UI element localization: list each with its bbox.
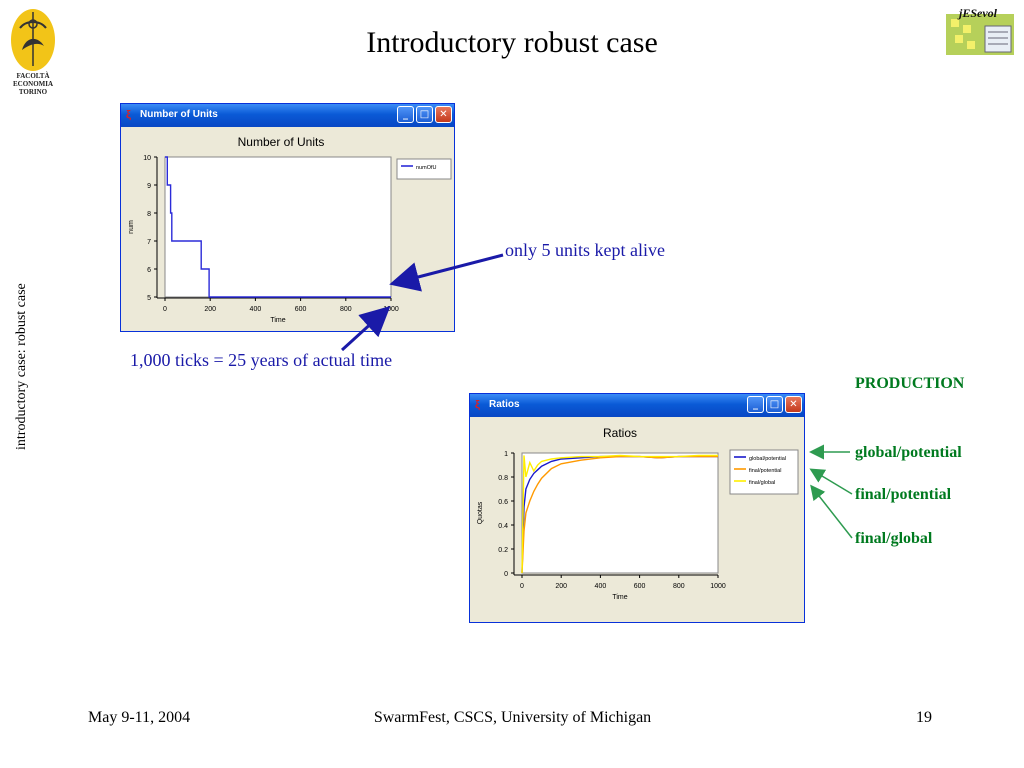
arrow-final-potential [809,468,853,495]
y-tick-label: 10 [143,155,151,162]
chart-title: Number of Units [238,135,325,149]
minimize-button[interactable]: _ [747,396,764,413]
faculty-logo: FACOLTÀ ECONOMIA TORINO [8,6,58,96]
ratios-window: ξ Ratios _ □ ✕ Ratios 0 0.2 0.4 0.6 0.8 1 0 200 4… [469,393,805,623]
app-icon: ξ [475,399,480,411]
y-axis-label: Quotas [477,501,484,524]
ratios-window-title: Ratios [489,399,520,410]
y-tick-label: 5 [147,295,151,302]
slide-title: Introductory robust case [366,26,658,59]
legend-label: final/potential [749,468,781,474]
y-tick-label: 0.4 [498,523,508,530]
x-tick-label: 200 [204,306,216,313]
y-tick-label: 1 [504,451,508,458]
ratios-chart: Ratios 0 0.2 0.4 0.6 0.8 1 0 200 400 600 800 1000 Tim… [477,426,799,601]
y-tick-label: 6 [147,267,151,274]
x-tick-label: 0 [520,583,524,590]
x-tick-label: 1000 [383,306,399,313]
annotation-production: PRODUCTION [855,375,965,392]
minimize-button[interactable]: _ [397,106,414,123]
units-window: ξ Number of Units _ □ ✕ Number of Units 5… [120,103,455,332]
close-button[interactable]: ✕ [435,106,452,123]
annotation-units-alive: only 5 units kept alive [505,240,665,260]
legend-label: final/global [749,480,775,486]
series-line-final-potential [521,455,718,574]
close-button[interactable]: ✕ [785,396,802,413]
annotation-global-potential: global/potential [855,444,962,461]
annotation-ticks: 1,000 ticks = 25 years of actual time [130,350,393,370]
y-tick-label: 0.8 [498,475,508,482]
plot-area [164,156,392,298]
maximize-button[interactable]: □ [416,106,433,123]
ratios-window-titlebar[interactable]: ξ Ratios _ □ ✕ [470,394,804,417]
y-axis-label: num [128,220,135,234]
x-tick-label: 600 [634,583,646,590]
plot-area [521,452,719,574]
units-window-titlebar[interactable]: ξ Number of Units _ □ ✕ [121,104,454,127]
x-tick-label: 1000 [710,583,726,590]
side-label: introductory case: robust case [14,283,29,450]
app-icon: ξ [126,109,131,121]
x-axis-label: Time [612,594,627,601]
x-tick-label: 0 [163,306,167,313]
footer-date: May 9-11, 2004 [88,709,191,726]
faculty-logo-text: FACOLTÀ ECONOMIA TORINO [12,72,54,96]
annotation-final-potential: final/potential [855,486,952,503]
x-tick-label: 400 [250,306,262,313]
footer-page-number: 19 [916,709,932,726]
x-tick-label: 800 [340,306,352,313]
chart-title: Ratios [603,426,637,440]
y-tick-label: 0.2 [498,547,508,554]
y-tick-label: 0.6 [498,499,508,506]
series-line-numofu [165,156,391,298]
y-tick-label: 8 [147,211,151,218]
y-tick-label: 7 [147,239,151,246]
legend-box [396,158,452,180]
arrow-final-global [810,484,853,539]
footer-event: SwarmFest, CSCS, University of Michigan [373,709,652,726]
y-tick-label: 9 [147,183,151,190]
faculty-seal-icon [11,9,55,71]
x-tick-label: 600 [295,306,307,313]
x-axis-label: Time [270,317,285,324]
series-line-final-global [521,454,718,574]
units-window-title: Number of Units [140,109,218,120]
jesevol-graphic-icon [946,14,1014,55]
y-tick-label: 0 [504,571,508,578]
x-tick-label: 200 [555,583,567,590]
maximize-button[interactable]: □ [766,396,783,413]
jesevol-logo-text: jESevol [959,6,997,20]
x-tick-label: 400 [595,583,607,590]
units-chart: Number of Units 5 6 7 8 9 10 0 200 400 600 800 1000 T… [128,135,452,324]
annotation-final-global: final/global [855,530,933,547]
legend-label: numOfU [416,165,437,171]
x-tick-label: 800 [673,583,685,590]
jesevol-logo: jESevol [945,6,1015,56]
legend-label: global/potential [749,456,786,462]
